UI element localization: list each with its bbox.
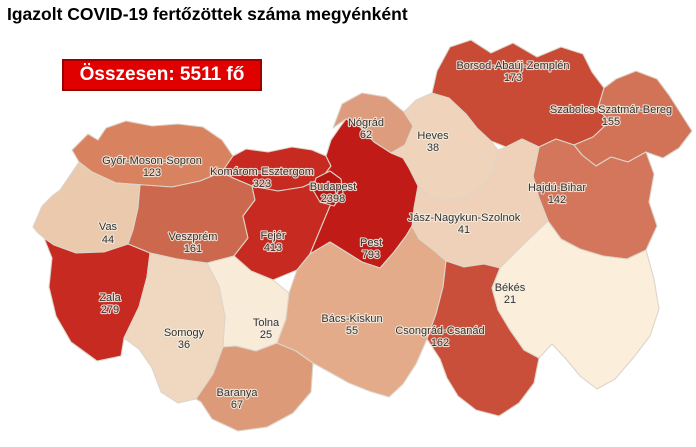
- label-budapest: Budapest 2398: [310, 181, 356, 205]
- label-szabolcs-szatmar-bereg: Szabolcs-Szatmár-Bereg 155: [550, 104, 672, 128]
- label-pest: Pest 793: [360, 237, 382, 261]
- label-bekes: Békés 21: [495, 282, 526, 306]
- label-tolna: Tolna 25: [253, 317, 280, 341]
- county-bekes: [491, 220, 660, 390]
- county-baranya: [195, 342, 314, 432]
- label-vas: Vas 44: [99, 221, 118, 246]
- label-zala: Zala 279: [99, 292, 121, 316]
- page-title: Igazolt COVID-19 fertőzöttek száma megyé…: [7, 4, 408, 24]
- label-csongrad-csanad: Csongrád-Csanád 162: [395, 325, 484, 349]
- total-banner: Összesen: 5511 fő: [62, 59, 262, 91]
- label-fejer: Fejér 413: [260, 230, 285, 254]
- label-borsod-abauj-zemplen: Borsod-Abaúj-Zemplén 173: [456, 60, 569, 84]
- label-bacs-kiskun: Bács-Kiskun 55: [321, 313, 382, 337]
- label-hajdu-bihar: Hajdú-Bihar 142: [528, 182, 586, 206]
- label-jasz-nagykun-szolnok: Jász-Nagykun-Szolnok 41: [408, 212, 521, 236]
- label-gyor-moson-sopron: Győr-Moson-Sopron 123: [102, 155, 202, 179]
- label-somogy: Somogy 36: [164, 327, 205, 351]
- county-budapest: [312, 170, 344, 207]
- label-komarom-esztergom: Komárom-Esztergom 323: [210, 166, 314, 190]
- label-nograd: Nógrád 62: [348, 117, 384, 141]
- label-heves: Heves 38: [417, 130, 449, 154]
- label-baranya: Baranya 67: [217, 387, 259, 411]
- total-banner-text: Összesen: 5511 fő: [79, 64, 245, 85]
- label-veszprem: Veszprém 161: [169, 231, 218, 255]
